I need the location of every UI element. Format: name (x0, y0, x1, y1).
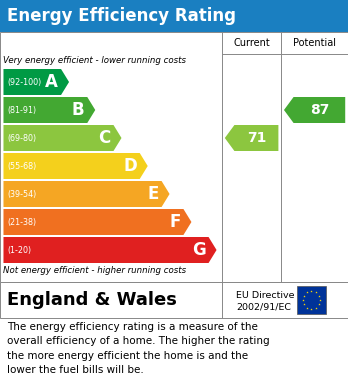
Text: (39-54): (39-54) (8, 190, 37, 199)
Text: (81-91): (81-91) (8, 106, 37, 115)
Text: B: B (72, 101, 85, 119)
Text: 71: 71 (247, 131, 266, 145)
Text: Not energy efficient - higher running costs: Not energy efficient - higher running co… (3, 266, 187, 275)
Polygon shape (284, 97, 345, 123)
Polygon shape (3, 97, 95, 123)
Text: (55-68): (55-68) (8, 161, 37, 170)
Text: Energy Efficiency Rating: Energy Efficiency Rating (7, 7, 236, 25)
Text: (92-100): (92-100) (8, 77, 42, 86)
Text: 2002/91/EC: 2002/91/EC (236, 303, 291, 312)
Polygon shape (3, 209, 191, 235)
Text: (69-80): (69-80) (8, 133, 37, 142)
Polygon shape (3, 181, 169, 207)
Text: (21-38): (21-38) (8, 217, 37, 226)
Bar (0, 282, 348, 318)
Text: C: C (98, 129, 111, 147)
Text: (1-20): (1-20) (8, 246, 32, 255)
Polygon shape (3, 125, 121, 151)
Polygon shape (225, 125, 278, 151)
Text: Current: Current (233, 38, 270, 48)
Text: EU Directive: EU Directive (236, 291, 294, 300)
Bar (296, 286, 326, 314)
Polygon shape (3, 69, 69, 95)
Polygon shape (3, 237, 216, 263)
Text: E: E (148, 185, 159, 203)
Text: Very energy efficient - lower running costs: Very energy efficient - lower running co… (3, 56, 187, 65)
Bar (0, 32, 348, 282)
Text: The energy efficiency rating is a measure of the
overall efficiency of a home. T: The energy efficiency rating is a measur… (7, 322, 270, 375)
Bar (0, 0, 348, 32)
Text: A: A (45, 73, 58, 91)
Text: 87: 87 (310, 103, 329, 117)
Text: England & Wales: England & Wales (7, 291, 177, 309)
Text: Potential: Potential (293, 38, 336, 48)
Polygon shape (3, 153, 148, 179)
Text: D: D (123, 157, 137, 175)
Text: F: F (169, 213, 181, 231)
Text: G: G (192, 241, 206, 259)
